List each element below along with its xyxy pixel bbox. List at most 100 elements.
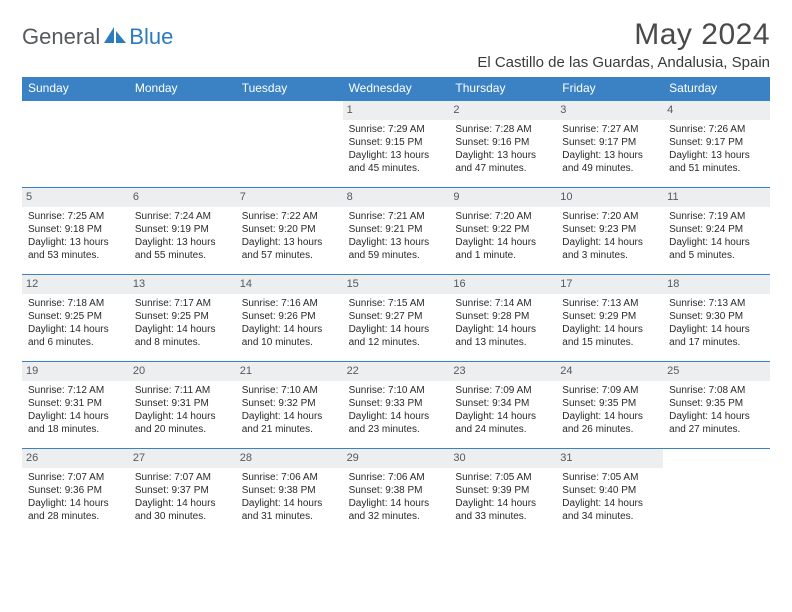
day-cell: 22 Sunrise: 7:10 AMSunset: 9:33 PMDayligh… — [343, 362, 450, 448]
sunrise-text: Sunrise: 7:27 AM — [562, 123, 659, 136]
sunrise-text: Sunrise: 7:22 AM — [242, 210, 339, 223]
sunrise-text: Sunrise: 7:13 AM — [669, 297, 766, 310]
day-number: 28 — [236, 449, 343, 468]
daylight-text: Daylight: 14 hours and 33 minutes. — [455, 497, 552, 523]
day-cell: 21Sunrise: 7:10 AMSunset: 9:32 PMDayligh… — [236, 362, 343, 448]
sunset-text: Sunset: 9:25 PM — [28, 310, 125, 323]
sunset-text: Sunset: 9:38 PM — [349, 484, 446, 497]
sunset-text: Sunset: 9:25 PM — [135, 310, 232, 323]
sunset-text: Sunset: 9:23 PM — [562, 223, 659, 236]
day-cell: 27Sunrise: 7:07 AMSunset: 9:37 PMDayligh… — [129, 449, 236, 535]
daylight-text: Daylight: 13 hours and 57 minutes. — [242, 236, 339, 262]
sunrise-text: Sunrise: 7:10 AM — [349, 384, 446, 397]
day-number: 31 — [556, 449, 663, 468]
daylight-text: Daylight: 14 hours and 5 minutes. — [669, 236, 766, 262]
day-number: 16 — [449, 275, 556, 294]
sunset-text: Sunset: 9:33 PM — [349, 397, 446, 410]
daylight-text: Daylight: 13 hours and 49 minutes. — [562, 149, 659, 175]
dow-header-row: Sunday Monday Tuesday Wednesday Thursday… — [22, 77, 770, 100]
sunrise-text: Sunrise: 7:20 AM — [562, 210, 659, 223]
daylight-text: Daylight: 14 hours and 28 minutes. — [28, 497, 125, 523]
dow-saturday: Saturday — [663, 77, 770, 100]
sunset-text: Sunset: 9:34 PM — [455, 397, 552, 410]
day-number: 22 — [343, 362, 450, 381]
sunset-text: Sunset: 9:30 PM — [669, 310, 766, 323]
sunrise-text: Sunrise: 7:19 AM — [669, 210, 766, 223]
day-cell — [22, 101, 129, 187]
sunrise-text: Sunrise: 7:07 AM — [135, 471, 232, 484]
week-row: 5Sunrise: 7:25 AMSunset: 9:18 PMDaylight… — [22, 187, 770, 274]
sunset-text: Sunset: 9:29 PM — [562, 310, 659, 323]
day-cell: 2Sunrise: 7:28 AMSunset: 9:16 PMDaylight… — [449, 101, 556, 187]
sunrise-text: Sunrise: 7:20 AM — [455, 210, 552, 223]
month-title: May 2024 — [477, 18, 770, 52]
sunset-text: Sunset: 9:39 PM — [455, 484, 552, 497]
day-number: 23 — [449, 362, 556, 381]
day-number: 9 — [449, 188, 556, 207]
daylight-text: Daylight: 14 hours and 23 minutes. — [349, 410, 446, 436]
daylight-text: Daylight: 14 hours and 26 minutes. — [562, 410, 659, 436]
sunrise-text: Sunrise: 7:12 AM — [28, 384, 125, 397]
logo: General Blue — [22, 24, 173, 50]
day-number: 7 — [236, 188, 343, 207]
daylight-text: Daylight: 14 hours and 8 minutes. — [135, 323, 232, 349]
day-cell: 8Sunrise: 7:21 AMSunset: 9:21 PMDaylight… — [343, 188, 450, 274]
day-number: 1 — [343, 101, 450, 120]
day-number: 29 — [343, 449, 450, 468]
day-number: 26 — [22, 449, 129, 468]
daylight-text: Daylight: 13 hours and 45 minutes. — [349, 149, 446, 175]
sunset-text: Sunset: 9:36 PM — [28, 484, 125, 497]
day-number: 17 — [556, 275, 663, 294]
day-number: 8 — [343, 188, 450, 207]
sunset-text: Sunset: 9:27 PM — [349, 310, 446, 323]
daylight-text: Daylight: 14 hours and 21 minutes. — [242, 410, 339, 436]
day-number: 12 — [22, 275, 129, 294]
dow-friday: Friday — [556, 77, 663, 100]
sunset-text: Sunset: 9:19 PM — [135, 223, 232, 236]
day-cell: 5Sunrise: 7:25 AMSunset: 9:18 PMDaylight… — [22, 188, 129, 274]
sail-icon — [104, 25, 126, 50]
day-number: 25 — [663, 362, 770, 381]
sunrise-text: Sunrise: 7:05 AM — [562, 471, 659, 484]
daylight-text: Daylight: 13 hours and 53 minutes. — [28, 236, 125, 262]
day-cell — [236, 101, 343, 187]
sunset-text: Sunset: 9:17 PM — [669, 136, 766, 149]
day-cell: 15Sunrise: 7:15 AMSunset: 9:27 PMDayligh… — [343, 275, 450, 361]
daylight-text: Daylight: 14 hours and 18 minutes. — [28, 410, 125, 436]
day-cell: 12Sunrise: 7:18 AMSunset: 9:25 PMDayligh… — [22, 275, 129, 361]
week-row: 1Sunrise: 7:29 AMSunset: 9:15 PMDaylight… — [22, 100, 770, 187]
sunrise-text: Sunrise: 7:18 AM — [28, 297, 125, 310]
day-cell: 11 Sunrise: 7:19 AMSunset: 9:24 PMDayligh… — [663, 188, 770, 274]
day-number: 14 — [236, 275, 343, 294]
sunrise-text: Sunrise: 7:11 AM — [135, 384, 232, 397]
day-cell — [663, 449, 770, 535]
dow-thursday: Thursday — [449, 77, 556, 100]
day-cell: 31Sunrise: 7:05 AMSunset: 9:40 PMDayligh… — [556, 449, 663, 535]
title-block: May 2024 El Castillo de las Guardas, And… — [477, 18, 770, 71]
sunrise-text: Sunrise: 7:06 AM — [349, 471, 446, 484]
sunset-text: Sunset: 9:35 PM — [562, 397, 659, 410]
dow-wednesday: Wednesday — [343, 77, 450, 100]
day-cell: 10Sunrise: 7:20 AMSunset: 9:23 PMDayligh… — [556, 188, 663, 274]
day-number: 24 — [556, 362, 663, 381]
sunset-text: Sunset: 9:31 PM — [28, 397, 125, 410]
sunset-text: Sunset: 9:17 PM — [562, 136, 659, 149]
daylight-text: Daylight: 14 hours and 27 minutes. — [669, 410, 766, 436]
sunset-text: Sunset: 9:24 PM — [669, 223, 766, 236]
sunrise-text: Sunrise: 7:13 AM — [562, 297, 659, 310]
daylight-text: Daylight: 13 hours and 51 minutes. — [669, 149, 766, 175]
sunrise-text: Sunrise: 7:16 AM — [242, 297, 339, 310]
sunset-text: Sunset: 9:21 PM — [349, 223, 446, 236]
week-row: 26Sunrise: 7:07 AMSunset: 9:36 PMDayligh… — [22, 448, 770, 535]
day-cell: 1Sunrise: 7:29 AMSunset: 9:15 PMDaylight… — [343, 101, 450, 187]
dow-sunday: Sunday — [22, 77, 129, 100]
day-cell: 6Sunrise: 7:24 AMSunset: 9:19 PMDaylight… — [129, 188, 236, 274]
day-number: 11 — [663, 188, 770, 207]
sunrise-text: Sunrise: 7:08 AM — [669, 384, 766, 397]
logo-text-blue: Blue — [129, 24, 173, 50]
day-cell: 3Sunrise: 7:27 AMSunset: 9:17 PMDaylight… — [556, 101, 663, 187]
day-cell: 14Sunrise: 7:16 AMSunset: 9:26 PMDayligh… — [236, 275, 343, 361]
daylight-text: Daylight: 14 hours and 3 minutes. — [562, 236, 659, 262]
sunset-text: Sunset: 9:26 PM — [242, 310, 339, 323]
sunrise-text: Sunrise: 7:15 AM — [349, 297, 446, 310]
